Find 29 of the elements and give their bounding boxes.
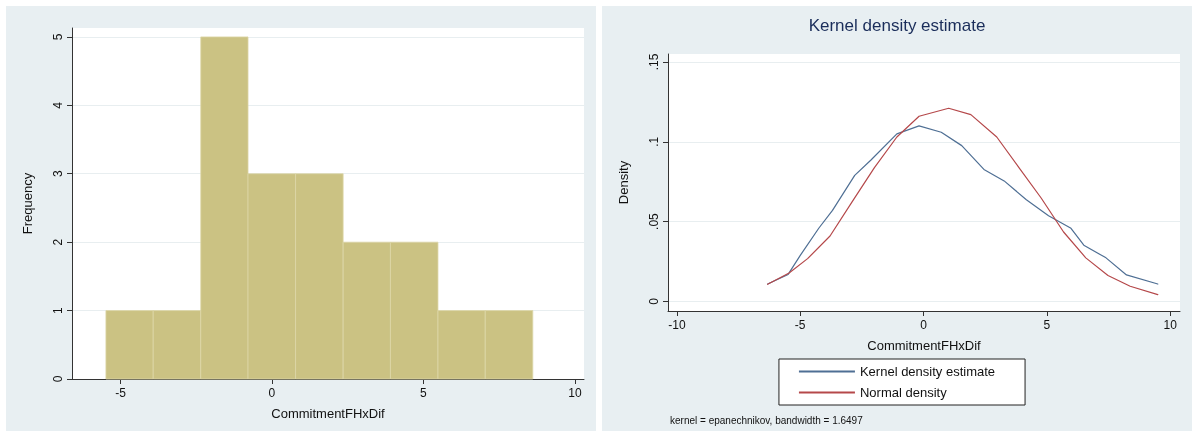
legend-label: Kernel density estimate [859,364,996,379]
x-tick-label: -5 [115,386,127,400]
y-tick-label: 2 [51,238,65,246]
x-axis-title: CommitmentFHxDif [271,406,386,421]
x-tick-label: 10 [568,386,582,400]
y-tick-label: .05 [647,212,661,230]
y-tick-label: 4 [51,101,65,109]
y-tick-label: 0 [51,375,65,383]
x-tick-label: 0 [268,386,276,400]
line-series [767,107,1159,296]
y-tick-label: .1 [647,136,661,147]
y-tick-label: .15 [647,53,661,71]
x-tick-label: 5 [1043,318,1051,332]
chart-title: Kernel density estimate [808,16,986,35]
x-tick-label: -10 [668,318,686,332]
y-axis-title: Frequency [20,172,35,235]
x-tick-label: 10 [1163,318,1178,332]
y-tick-label: 5 [51,33,65,41]
line-series [767,125,1159,285]
y-tick-label: 1 [51,306,65,314]
legend-label: Normal density [859,385,948,400]
y-tick-label: 0 [647,297,661,305]
x-tick-label: 0 [920,318,928,332]
text: kernel = epanechnikov, bandwidth = 1.6497 [670,414,864,426]
y-axis-title: Density [616,160,631,205]
x-axis-title: CommitmentFHxDif [867,338,982,353]
x-tick-label: 5 [420,386,428,400]
y-tick-label: 3 [51,170,65,178]
x-tick-label: -5 [794,318,806,332]
